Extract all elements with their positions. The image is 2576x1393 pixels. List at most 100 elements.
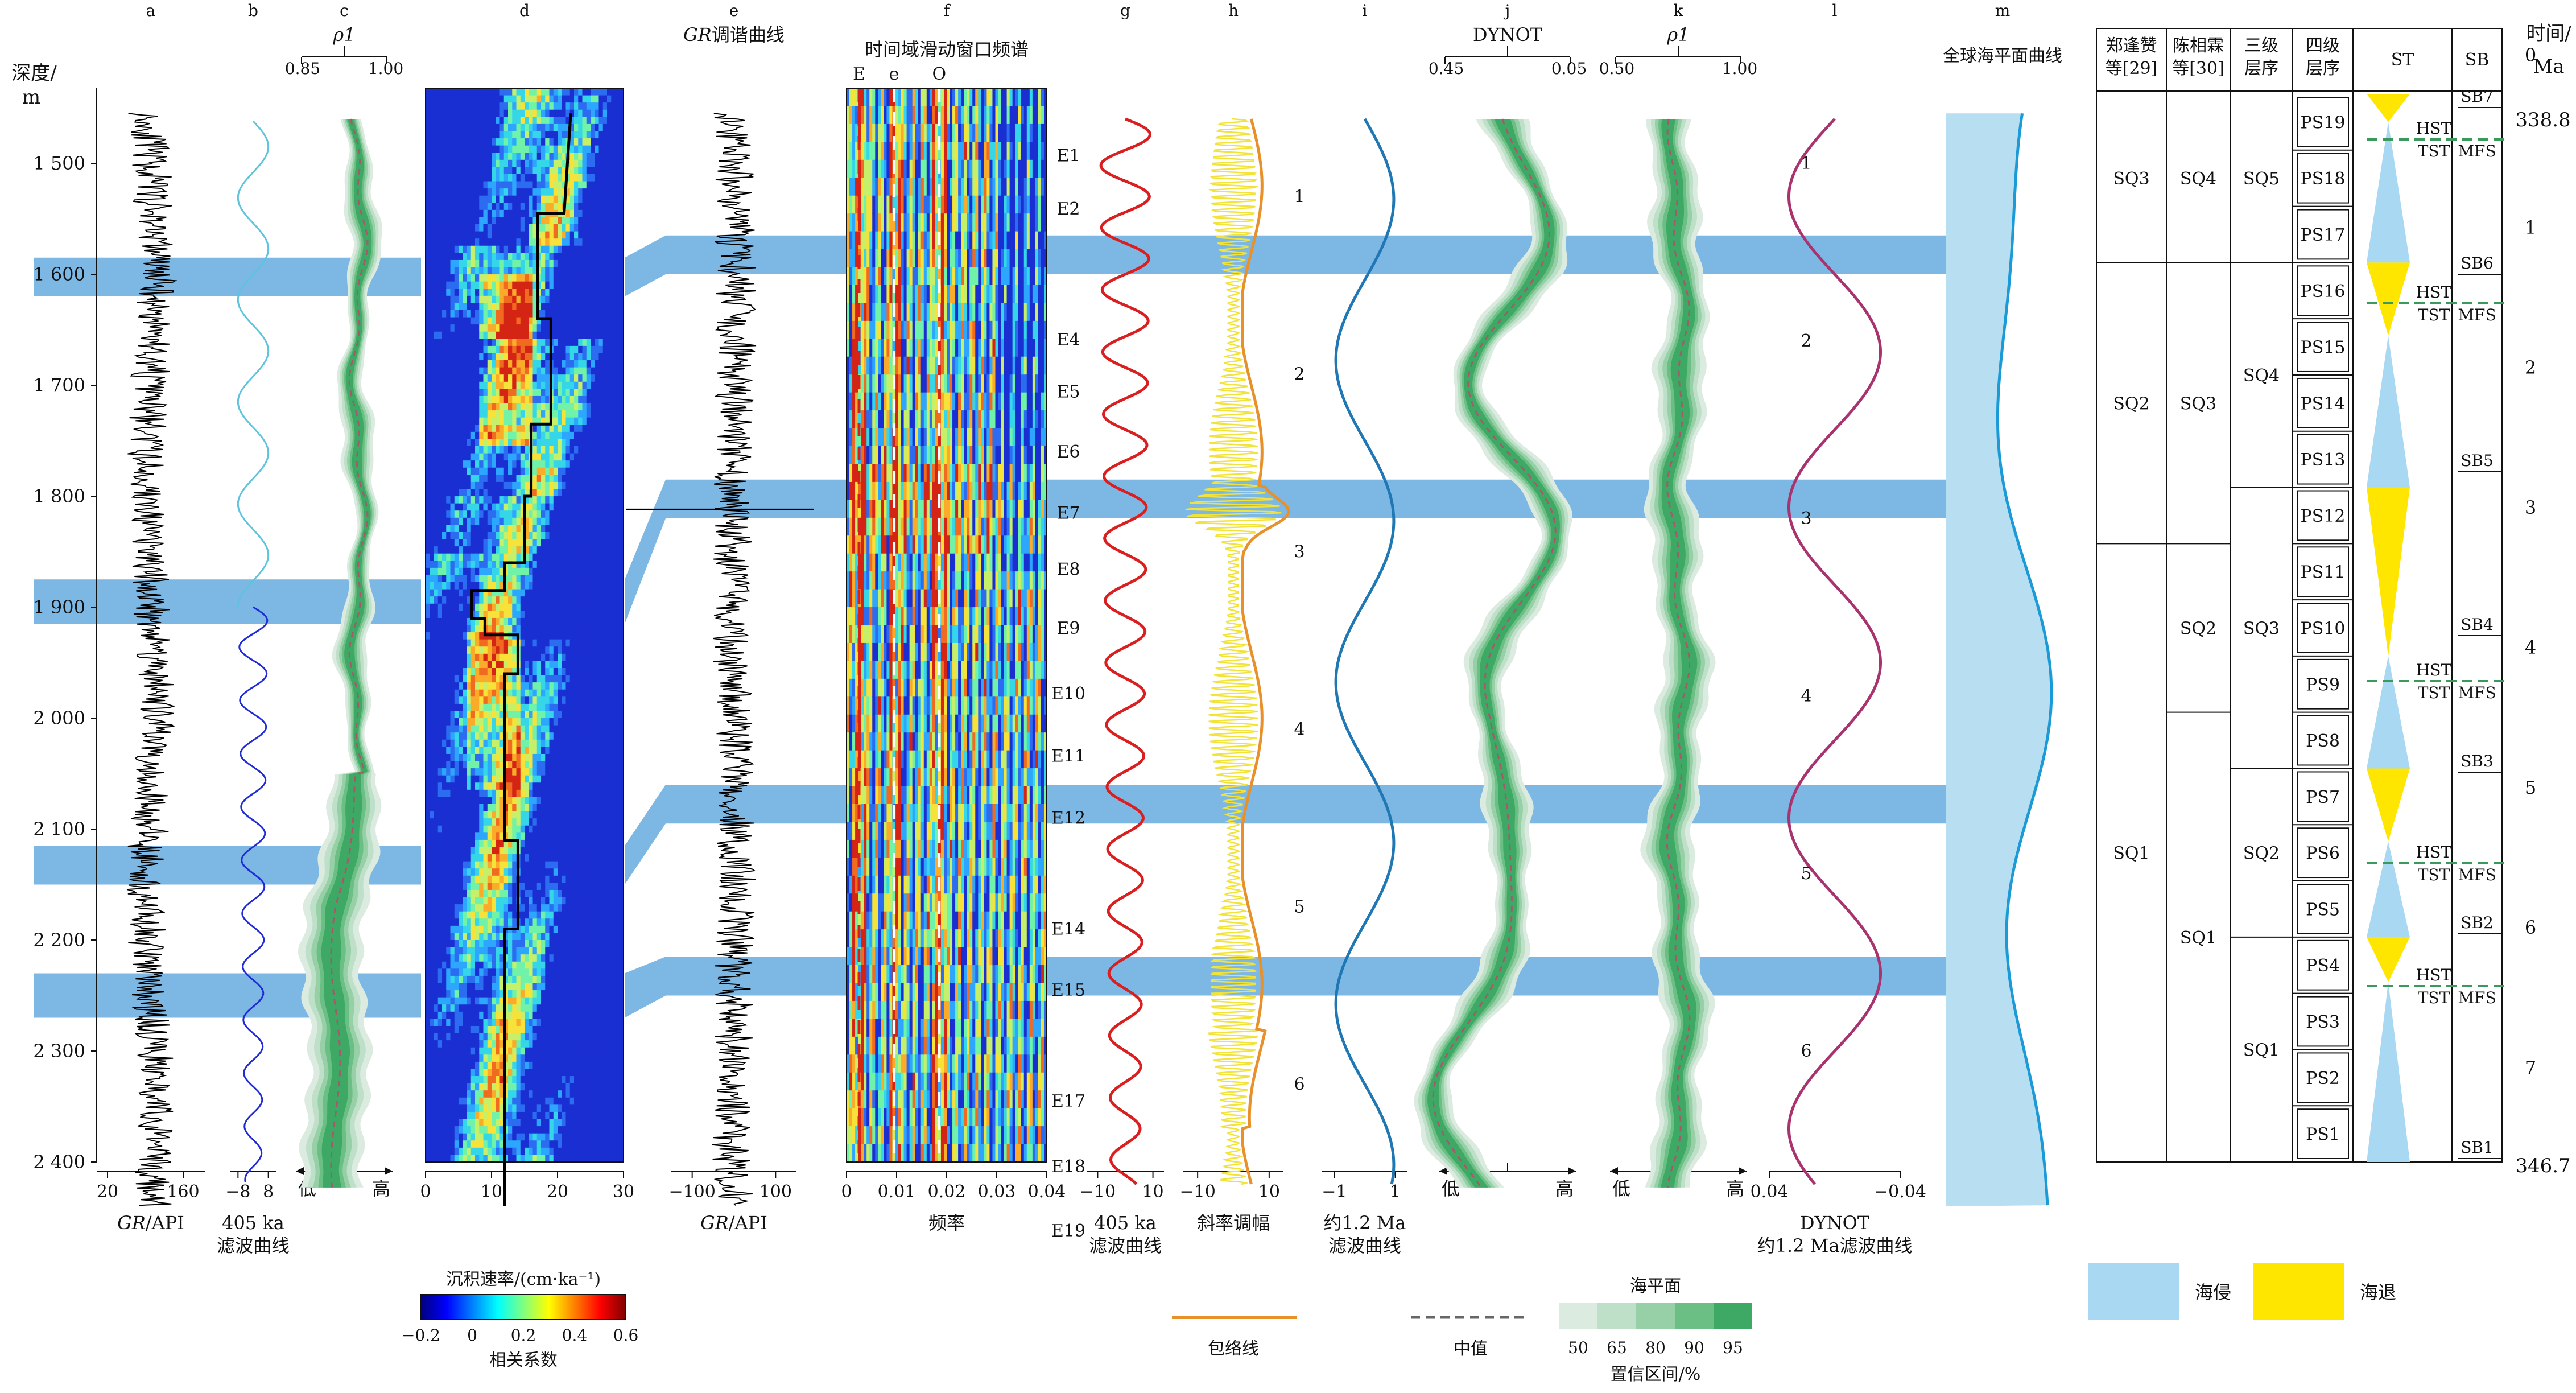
time-tick-label: 4 (2525, 637, 2536, 658)
hst-label: HST (2416, 119, 2452, 138)
x-axis-label2-i: 滤波曲线 (1328, 1235, 1401, 1256)
sb-label: SB4 (2461, 615, 2494, 634)
cycle-number-i: 6 (1294, 1075, 1304, 1095)
x-tick-label: 0.02 (928, 1182, 966, 1202)
x-tick-label: 8 (263, 1182, 274, 1202)
e-cycle-label: E15 (1051, 980, 1085, 1000)
e-cycle-label: E8 (1057, 560, 1080, 580)
ci-legend-swatch (1675, 1303, 1714, 1329)
tuned-gr-curve (712, 113, 757, 1205)
table-header: SB (2465, 50, 2490, 70)
panel-letter-i: i (1363, 1, 1368, 20)
e-cycle-label: E6 (1057, 442, 1080, 462)
cycle-number-l: 1 (1801, 154, 1811, 174)
table-header: 四级 (2306, 36, 2340, 56)
x-axis-label-g: 405 ka (1094, 1212, 1157, 1234)
zheng-label: SQ2 (2113, 394, 2149, 414)
hst-label: HST (2416, 966, 2452, 984)
x-axis-label-e: GR/API (700, 1212, 767, 1234)
panel-letter-j: j (1504, 1, 1510, 20)
sb-label: SB7 (2461, 87, 2494, 106)
x-tick-label: −8 (225, 1182, 250, 1202)
e-cycle-label: E1 (1057, 146, 1080, 166)
time-tick-label: 6 (2525, 917, 2536, 938)
panel-letter-g: g (1120, 1, 1130, 20)
tst-label: TST (2418, 306, 2450, 324)
panel-letter-e: e (729, 1, 739, 20)
x-tick-label: 1 (1390, 1182, 1401, 1202)
x-tick-label: 160 (167, 1182, 199, 1202)
top-age: 338.8 (2515, 109, 2570, 131)
hst-label: HST (2416, 283, 2452, 302)
panel-title-m: 全球海平面曲线 (1943, 46, 2062, 66)
table-header: 郑逢赞 (2106, 36, 2157, 56)
x-tick-label: 10 (481, 1182, 502, 1202)
depth-axis-title: 深度/ (11, 62, 57, 85)
e-cycle-label: E17 (1051, 1091, 1085, 1111)
orbital-marker-label: E (853, 64, 865, 84)
median-legend-label: 中值 (1454, 1339, 1488, 1359)
ps-label: PS2 (2306, 1069, 2340, 1089)
sea-level-fill (1946, 113, 2051, 1206)
orbital-marker-label: e (889, 64, 899, 84)
e-cycle-label: E5 (1057, 382, 1080, 402)
filter-405-red (1101, 119, 1150, 1184)
ci-legend-value: 95 (1723, 1338, 1743, 1357)
ci-legend-caption: 置信区间/% (1611, 1365, 1701, 1384)
e-cycle-label: E11 (1051, 746, 1085, 766)
depth-tick-label: 1 500 (33, 153, 85, 174)
sb-label: SB1 (2461, 1138, 2494, 1157)
sb-label: SB6 (2461, 254, 2494, 273)
table-header: 层序 (2244, 59, 2278, 79)
e-cycle-label: E4 (1057, 330, 1080, 350)
ps-label: PS7 (2306, 788, 2340, 807)
ps-label: PS5 (2306, 900, 2340, 920)
mfs-label: MFS (2458, 683, 2496, 702)
tst-label: TST (2418, 142, 2450, 160)
ps-label: PS14 (2301, 394, 2346, 414)
e-cycle-label: E12 (1051, 809, 1085, 829)
ci-legend-value: 65 (1607, 1338, 1627, 1357)
depth-axis-unit: m (22, 86, 40, 109)
ci-legend-swatch (1559, 1303, 1597, 1329)
panel-title-c: ρ1 (332, 24, 355, 46)
colorbar-tick: 0.6 (613, 1326, 639, 1345)
bottom-age: 346.7 (2515, 1155, 2570, 1177)
mfs-label: MFS (2458, 142, 2496, 160)
top-tick-label: 1.00 (368, 59, 403, 78)
envelope-legend-label: 包络线 (1208, 1339, 1259, 1359)
depth-tick-label: 2 200 (33, 929, 85, 951)
top-tick-label: 0.85 (285, 59, 320, 78)
cycle-number-i: 1 (1294, 187, 1304, 207)
e-cycle-label: E7 (1057, 503, 1080, 523)
high-label: 高 (372, 1178, 390, 1200)
time-tick-label: 5 (2525, 777, 2536, 798)
x-axis-label-h: 斜率调幅 (1197, 1212, 1270, 1234)
ps-label: PS17 (2301, 225, 2346, 245)
e-cycle-label: E19 (1051, 1221, 1085, 1241)
x-axis-label-f: 频率 (928, 1212, 965, 1234)
ps-label: PS4 (2306, 956, 2340, 976)
mfs-label: MFS (2458, 306, 2496, 324)
sb-label: SB3 (2461, 752, 2494, 770)
ci-legend-swatch (1714, 1303, 1752, 1329)
colorbar-tick: 0 (467, 1326, 477, 1345)
panel-m-sea-level (1946, 113, 2051, 1206)
ci-legend-swatch (1597, 1303, 1636, 1329)
filter-1.2ma-blue (1336, 119, 1394, 1184)
panel-letter-l: l (1832, 1, 1838, 20)
depth-tick-label: 1 800 (33, 485, 85, 507)
panel-letter-c: c (340, 1, 349, 20)
ps-label: PS8 (2306, 731, 2340, 751)
panel-h-obliquity-am (1186, 119, 1289, 1184)
e-cycle-label: E14 (1051, 920, 1085, 939)
depth-tick-label: 2 000 (33, 707, 85, 729)
depth-tick-label: 2 100 (33, 818, 85, 840)
ci-legend-value: 50 (1568, 1338, 1588, 1357)
table-header: 层序 (2306, 59, 2340, 79)
e-cycle-label: E9 (1057, 619, 1080, 638)
regression-swatch (2253, 1263, 2344, 1320)
chen-label: SQ3 (2180, 394, 2216, 414)
table-header: 三级 (2244, 36, 2278, 56)
